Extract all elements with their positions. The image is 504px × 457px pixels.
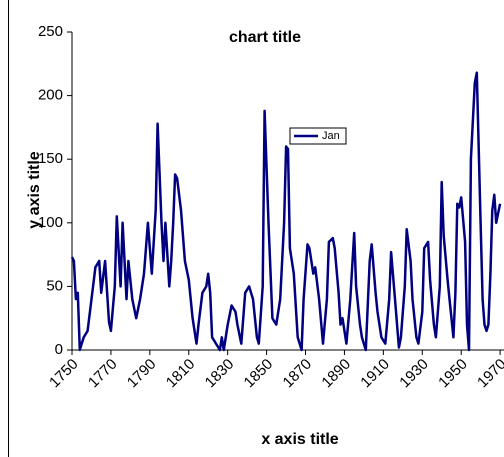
x-tick-label: 1810 bbox=[163, 356, 199, 392]
x-tick-label: 1850 bbox=[241, 356, 277, 392]
x-tick-label: 1930 bbox=[396, 356, 432, 392]
x-axis-title: x axis title bbox=[261, 431, 338, 448]
y-axis-title: y axis title bbox=[26, 151, 43, 228]
data-line bbox=[70, 71, 502, 352]
x-tick-label: 1970 bbox=[474, 356, 504, 392]
y-tick-label: 0 bbox=[55, 341, 63, 358]
y-tick-label: 100 bbox=[38, 214, 63, 231]
y-tick-label: 150 bbox=[38, 150, 63, 167]
y-tick-label: 50 bbox=[46, 277, 63, 294]
y-tick-label: 200 bbox=[38, 87, 63, 104]
x-tick-label: 1790 bbox=[124, 356, 160, 392]
y-tick-label: 250 bbox=[38, 23, 63, 40]
legend: Jan bbox=[289, 127, 347, 145]
x-tick-label: 1750 bbox=[46, 356, 82, 392]
legend-label: Jan bbox=[322, 130, 340, 142]
x-tick-label: 1870 bbox=[280, 356, 316, 392]
x-tick-label: 1950 bbox=[435, 356, 471, 392]
x-tick-label: 1830 bbox=[202, 356, 238, 392]
chart-title: chart title bbox=[229, 29, 301, 46]
x-tick-label: 1910 bbox=[357, 356, 393, 392]
x-tick-label: 1890 bbox=[318, 356, 354, 392]
x-tick-label: 1770 bbox=[85, 356, 121, 392]
